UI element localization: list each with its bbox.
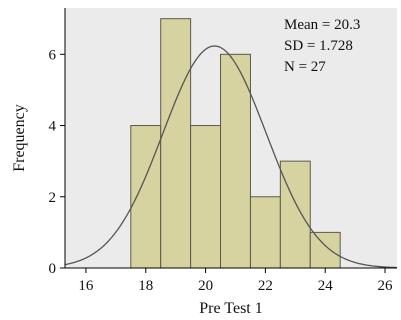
x-tick-label-26: 26 <box>378 278 394 294</box>
x-tick-label-20: 20 <box>198 278 213 294</box>
y-tick-label-6: 6 <box>49 47 57 63</box>
x-axis-ticks: 16 18 20 22 24 26 <box>78 268 393 294</box>
x-tick-label-18: 18 <box>138 278 153 294</box>
stat-mean: Mean = 20.3 <box>284 17 360 33</box>
histogram-bars <box>130 18 341 269</box>
y-tick-label-2: 2 <box>49 190 57 206</box>
histogram-bar-3 <box>220 53 251 269</box>
y-axis-ticks: 0 2 4 6 <box>49 47 65 277</box>
histogram-bar-6 <box>309 231 341 269</box>
x-tick-label-16: 16 <box>78 278 94 294</box>
y-tick-label-0: 0 <box>49 261 57 277</box>
histogram-bar-5 <box>279 160 311 269</box>
x-tick-label-22: 22 <box>258 278 273 294</box>
stats-box: Mean = 20.3 SD = 1.728 N = 27 <box>284 17 360 75</box>
y-axis-label: Frequency <box>11 104 28 172</box>
x-tick-label-24: 24 <box>318 278 334 294</box>
histogram-bar-4 <box>249 196 281 269</box>
histogram-bar-0 <box>130 125 162 269</box>
histogram-bar-2 <box>190 125 222 269</box>
x-axis-label: Pre Test 1 <box>199 300 262 317</box>
normal-curve <box>64 45 398 269</box>
stat-n: N = 27 <box>284 59 326 75</box>
histogram-bar-1 <box>160 18 192 269</box>
stat-sd: SD = 1.728 <box>284 38 353 54</box>
axes <box>64 8 397 269</box>
y-tick-label-4: 4 <box>49 119 57 135</box>
